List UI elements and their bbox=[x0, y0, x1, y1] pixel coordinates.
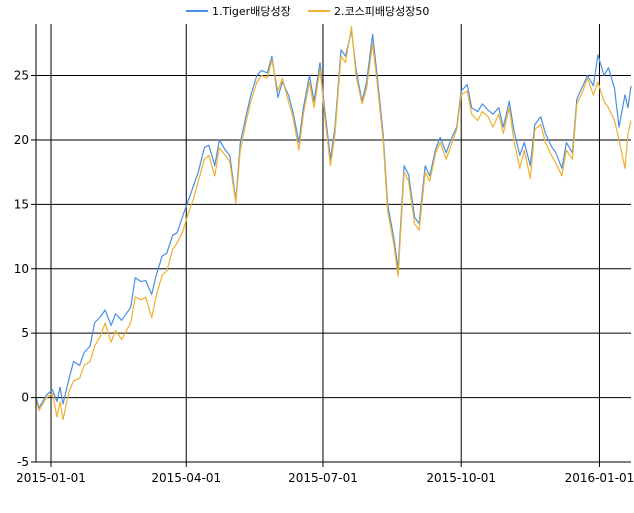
y-tick-label: 0 bbox=[21, 391, 29, 405]
series-lines bbox=[35, 26, 632, 421]
series-line bbox=[35, 26, 632, 421]
y-tick-label: 25 bbox=[14, 69, 29, 83]
legend-label: 1.Tiger배당성장 bbox=[212, 5, 291, 18]
series-line bbox=[35, 29, 632, 409]
axes bbox=[35, 24, 631, 463]
x-tick-label: 2015-01-01 bbox=[16, 471, 86, 485]
grid bbox=[36, 24, 631, 463]
x-tick-label: 2016-01-01 bbox=[565, 471, 634, 485]
y-tick-label: 15 bbox=[14, 197, 29, 211]
y-tick-label: 5 bbox=[21, 326, 29, 340]
x-tick-label: 2015-04-01 bbox=[151, 471, 221, 485]
y-axis-ticks: -5 0 5 10 15 20 25 bbox=[14, 69, 36, 469]
legend: 1.Tiger배당성장 2.코스피배당성장50 bbox=[186, 5, 429, 18]
y-tick-label: -5 bbox=[17, 455, 29, 469]
x-tick-label: 2015-10-01 bbox=[426, 471, 496, 485]
legend-label: 2.코스피배당성장50 bbox=[334, 5, 429, 18]
x-tick-label: 2015-07-01 bbox=[288, 471, 358, 485]
y-tick-label: 10 bbox=[14, 262, 29, 276]
y-tick-label: 20 bbox=[14, 133, 29, 147]
x-axis-ticks: 2015-01-01 2015-04-01 2015-07-01 2015-10-01… bbox=[16, 462, 634, 485]
